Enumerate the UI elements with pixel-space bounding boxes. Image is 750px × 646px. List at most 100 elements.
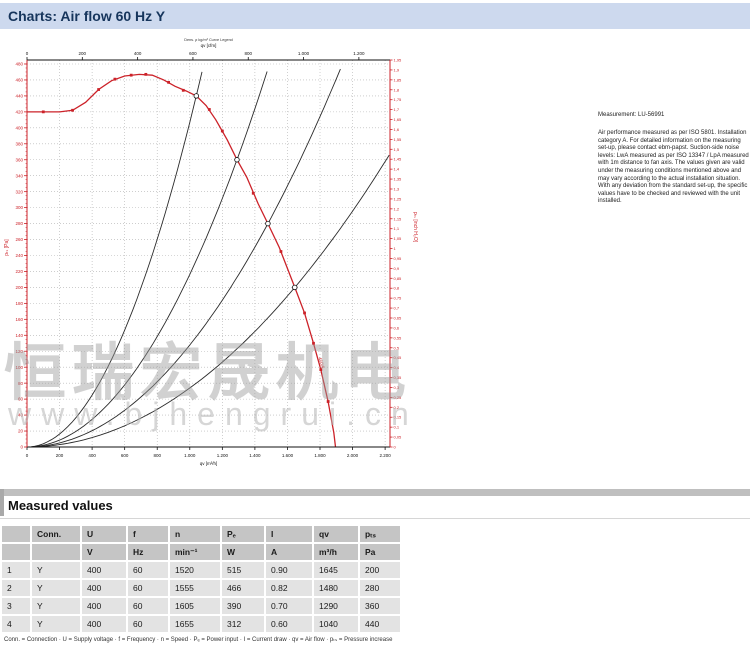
table-cell: 400 [82,598,126,614]
table-row: 2 Y 400 60 1555 466 0.82 1480 280 [2,580,400,596]
table-header-cell: f [128,526,168,542]
table-cell: 390 [222,598,264,614]
table-cell: 515 [222,562,264,578]
svg-text:pₜₛ [Pa]: pₜₛ [Pa] [4,239,10,256]
svg-text:0: 0 [394,445,397,450]
table-cell: 312 [222,616,264,632]
svg-text:qv [m³/h]: qv [m³/h] [200,461,218,466]
svg-text:1.800: 1.800 [314,453,326,458]
svg-text:Dens. ρ kg/m³ Curve Legend: Dens. ρ kg/m³ Curve Legend [184,38,233,42]
table-header-cell: pₜₛ [360,526,400,542]
svg-text:1.000: 1.000 [184,453,196,458]
table-legend: Conn. = Connection · U = Supply voltage … [4,637,393,643]
table-cell: 440 [360,616,400,632]
airflow-chart: 450/4 0 200 400 600 800 1.000 1.200 Dens. ρ kg/m… [0,32,420,472]
svg-text:0,1: 0,1 [394,425,400,430]
svg-text:1,3: 1,3 [394,187,400,192]
svg-text:2.200: 2.200 [379,453,391,458]
svg-text:160: 160 [15,317,23,322]
svg-text:1,7: 1,7 [394,107,400,112]
svg-text:qv [cfm]: qv [cfm] [201,43,217,48]
table-header-cell: n [170,526,220,542]
table-cell: 1040 [314,616,358,632]
table-cell: 60 [128,598,168,614]
table-cell: 280 [360,580,400,596]
svg-text:0,6: 0,6 [394,325,400,330]
svg-text:1,45: 1,45 [394,157,403,162]
svg-text:1,85: 1,85 [394,77,403,82]
fan-curve: 450/4 [27,72,337,448]
svg-text:380: 380 [15,141,23,146]
svg-text:280: 280 [15,221,23,226]
svg-text:0,2: 0,2 [394,405,400,410]
table-header-cell: Conn. [32,526,80,542]
table-cell: 1480 [314,580,358,596]
svg-text:1,75: 1,75 [394,97,403,102]
svg-text:0,7: 0,7 [394,306,400,311]
table-cell: 2 [2,580,30,596]
section-rule [0,518,750,519]
table-header-cell: W [222,544,264,560]
svg-text:420: 420 [15,109,23,114]
measured-values-title: Measured values [8,498,113,513]
table-cell: 0.60 [266,616,312,632]
svg-text:0,65: 0,65 [394,316,403,321]
table-header-cell: I [266,526,312,542]
table-cell: 1520 [170,562,220,578]
svg-text:0,05: 0,05 [394,435,403,440]
measurement-label: Measurement: LU-56991 [598,112,665,118]
svg-text:0,8: 0,8 [394,286,400,291]
table-cell: Y [32,580,80,596]
svg-text:1,4: 1,4 [394,167,400,172]
svg-text:0,85: 0,85 [394,276,403,281]
svg-text:460: 460 [15,78,23,83]
table-cell: 60 [128,562,168,578]
top-axis: 0 200 400 600 800 1.000 1.200 Dens. ρ kg/m³ Cur… [26,38,365,60]
svg-text:1.000: 1.000 [298,51,310,56]
table-header-cell: V [82,544,126,560]
table-cell: 0.82 [266,580,312,596]
table-row: 3 Y 400 60 1605 390 0.70 1290 360 [2,598,400,614]
table-cell: 1290 [314,598,358,614]
svg-text:1,65: 1,65 [394,117,403,122]
table-header-cell: Pa [360,544,400,560]
section-divider [0,489,750,496]
svg-text:260: 260 [15,237,23,242]
svg-text:1,25: 1,25 [394,196,403,201]
svg-text:800: 800 [244,51,252,56]
svg-text:400: 400 [88,453,96,458]
grid [27,60,390,447]
table-header-cell [2,526,30,542]
svg-text:400: 400 [134,51,142,56]
table-header-cell: A [266,544,312,560]
svg-text:100: 100 [15,365,23,370]
table-header-cell: qv [314,526,358,542]
table-cell: 1 [2,562,30,578]
svg-text:1,55: 1,55 [394,137,403,142]
svg-text:440: 440 [15,94,23,99]
table-cell: 4 [2,616,30,632]
svg-text:1.200: 1.200 [217,453,229,458]
svg-text:1,35: 1,35 [394,177,403,182]
table-cell: 400 [82,562,126,578]
svg-text:320: 320 [15,189,23,194]
table-header-cell: m³/h [314,544,358,560]
table-cell: 1555 [170,580,220,596]
right-axis: 0 0,05 0,1 0,15 0,2 0,25 0,3 0,35 0,4 0,45 0,5 0,55… [390,58,418,450]
svg-text:1,2: 1,2 [394,206,400,211]
page-title: Charts: Air flow 60 Hz Y [0,3,750,29]
table-cell: 200 [360,562,400,578]
svg-text:0: 0 [26,51,29,56]
svg-text:300: 300 [15,205,23,210]
bottom-axis: 0 200 400 600 800 1.000 1.200 1.400 1.600 1.800 2.… [26,447,391,466]
svg-text:0,15: 0,15 [394,415,403,420]
svg-text:1,9: 1,9 [394,67,400,72]
table-cell: 60 [128,580,168,596]
svg-text:180: 180 [15,301,23,306]
svg-text:20: 20 [18,429,24,434]
svg-text:400: 400 [15,125,23,130]
table-row: 4 Y 400 60 1655 312 0.60 1040 440 [2,616,400,632]
svg-text:80: 80 [18,381,24,386]
